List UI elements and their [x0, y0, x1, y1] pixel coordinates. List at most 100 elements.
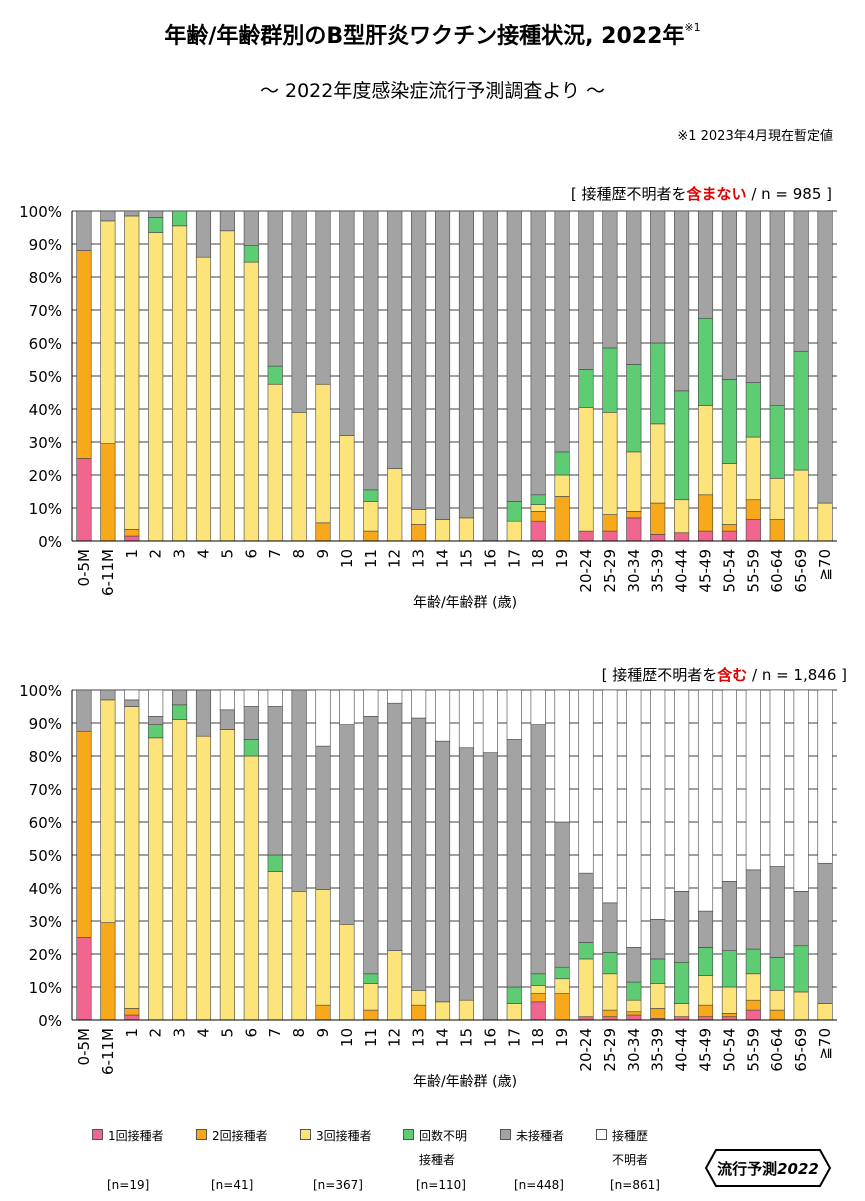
- chart2-bar-none: [674, 891, 690, 963]
- chart2-bar-none: [339, 724, 355, 925]
- chart2-bar-history-unknown: [315, 689, 331, 747]
- chart1-bar-one: [578, 530, 594, 542]
- chart2-bar-history-unknown: [363, 689, 379, 717]
- chart1-bar-three: [626, 451, 642, 512]
- chart1-bar-two: [650, 502, 666, 535]
- chart1-x-tick-label: 25-29: [601, 549, 619, 593]
- chart2-bar-one: [124, 1014, 140, 1021]
- chart1-y-tick-label: 10%: [29, 500, 62, 518]
- chart1-bar-three: [650, 423, 666, 504]
- chart1-bar-three: [793, 469, 809, 542]
- chart1-bar-none: [721, 210, 737, 380]
- chart1-x-tick-label: 50-54: [720, 549, 738, 593]
- chart1-bar-one: [602, 530, 618, 542]
- chart1-bar-unknown-count: [554, 451, 570, 476]
- chart2-bar-two: [76, 730, 92, 938]
- chart1-y-tick-label: 60%: [29, 335, 62, 353]
- chart1-bar-none: [769, 210, 785, 406]
- chart2-bar-history-unknown: [578, 689, 594, 874]
- chart1-bar-unknown-count: [363, 489, 379, 502]
- chart1-x-tick-label: 65-69: [792, 549, 810, 593]
- chart1-bar-two: [769, 519, 785, 542]
- chart2-x-tick-label: 65-69: [792, 1028, 810, 1072]
- chart1-bar-three: [506, 520, 522, 542]
- chart2-bar-none: [626, 947, 642, 983]
- chart1-condition-note: [ 接種歴不明者を含まない / n = 985 ]: [570, 185, 832, 203]
- chart2-bar-none: [793, 891, 809, 947]
- chart1-x-tick-label: 30-34: [625, 549, 643, 593]
- chart1-x-tick-label: 35-39: [649, 549, 667, 593]
- chart2-bar-none: [291, 689, 307, 892]
- chart1-bar-two: [745, 499, 761, 520]
- chart2-x-tick-label: 18: [529, 1028, 547, 1047]
- chart2-bar-none: [148, 716, 164, 725]
- chart1-bar-unknown-count: [697, 317, 714, 406]
- chart-title: 年齢/年齢群別のB型肝炎ワクチン接種状況, 2022年※1: [164, 21, 701, 49]
- chart1-bar-three: [697, 405, 714, 496]
- chart2-x-tick-label: 1: [123, 1028, 141, 1038]
- chart1-bar-unknown-count: [769, 405, 785, 479]
- chart1-bar-three: [363, 501, 379, 532]
- chart2-stacked-bar-chart: 0% 10% 20% 30% 40% 50% 60% 70% 80% 90% 100% 0-5M 6-1…: [19, 682, 837, 1090]
- chart2-x-tick-label: 0-5M: [75, 1028, 93, 1065]
- chart1-bar-unknown-count: [506, 501, 522, 522]
- chart2-bar-history-unknown: [745, 689, 761, 871]
- legend-n-two: [n=41]: [211, 1178, 254, 1192]
- chart2-x-tick-label: 2: [147, 1028, 165, 1038]
- chart2-x-tick-label: 7: [266, 1028, 284, 1038]
- chart1-bar-two: [697, 494, 714, 532]
- chart1-bar-unknown-count: [148, 217, 164, 233]
- legend-n-history-unknown: [n=861]: [610, 1178, 660, 1192]
- chart2-bar-two: [602, 1009, 618, 1018]
- chart2-bar-none: [100, 689, 116, 701]
- chart2-bar-history-unknown: [387, 689, 403, 704]
- chart1-bar-one: [697, 530, 714, 542]
- chart2-x-tick-label: 25-29: [601, 1028, 619, 1072]
- chart2-y-tick-label: 40%: [29, 880, 62, 898]
- chart2-bar-three: [602, 973, 618, 1011]
- chart2-highlight: 含む: [717, 666, 748, 684]
- chart2-x-tick-label: 6-11M: [99, 1028, 117, 1075]
- chart1-bar-none: [434, 210, 451, 520]
- chart1-bar-three: [291, 412, 307, 542]
- chart1-bar-none: [315, 210, 331, 385]
- chart1-x-tick-label: 55-59: [744, 549, 762, 593]
- chart2-bar-two: [411, 1004, 427, 1021]
- chart1-x-tick-label: 18: [529, 549, 547, 568]
- legend-n-three: [n=367]: [313, 1178, 363, 1192]
- chart2-bar-unknown-count: [530, 973, 546, 986]
- chart2-bar-three: [674, 1003, 690, 1017]
- chart2-bar-three: [650, 983, 666, 1009]
- chart1-bar-none: [267, 210, 283, 367]
- chart2-bar-history-unknown: [769, 689, 785, 867]
- chart1-bar-two: [530, 510, 546, 522]
- chart1-x-tick-label: 0-5M: [75, 549, 93, 586]
- chart1-bar-none: [387, 210, 403, 469]
- chart2-bar-one: [745, 1009, 761, 1021]
- chart1-x-tick-label: 13: [410, 549, 428, 568]
- chart1-bar-unknown-count: [674, 390, 690, 501]
- chart2-bar-none: [745, 869, 761, 950]
- chart1-bar-three: [243, 261, 259, 542]
- chart1-highlight: 含まない: [686, 185, 747, 203]
- chart1-bar-one: [76, 458, 92, 542]
- chart2-y-tick-label: 20%: [29, 946, 62, 964]
- legend-swatch-history-unknown: [596, 1129, 607, 1140]
- chart2-bar-none: [602, 902, 618, 953]
- chart2-bar-two: [650, 1008, 666, 1019]
- chart1-bar-none: [219, 210, 235, 232]
- chart1-bar-none: [602, 210, 618, 349]
- chart2-bar-two: [721, 1013, 737, 1017]
- chart1-bar-none: [626, 210, 642, 365]
- chart1-bar-none: [148, 210, 164, 218]
- chart1-bar-one: [124, 535, 140, 542]
- chart2-y-tick-label: 90%: [29, 715, 62, 733]
- legend-item-one: 1回接種者: [92, 1124, 164, 1172]
- chart1-bar-none: [674, 210, 690, 392]
- chart2-bar-history-unknown: [793, 689, 809, 892]
- chart2-x-tick-label: 4: [194, 1028, 212, 1038]
- chart2-bar-none: [817, 862, 833, 1004]
- chart1-y-tick-label: 80%: [29, 269, 62, 287]
- chart1-bar-none: [554, 210, 570, 453]
- chart1-x-axis-label: 年齢/年齢群 (歳): [413, 595, 517, 611]
